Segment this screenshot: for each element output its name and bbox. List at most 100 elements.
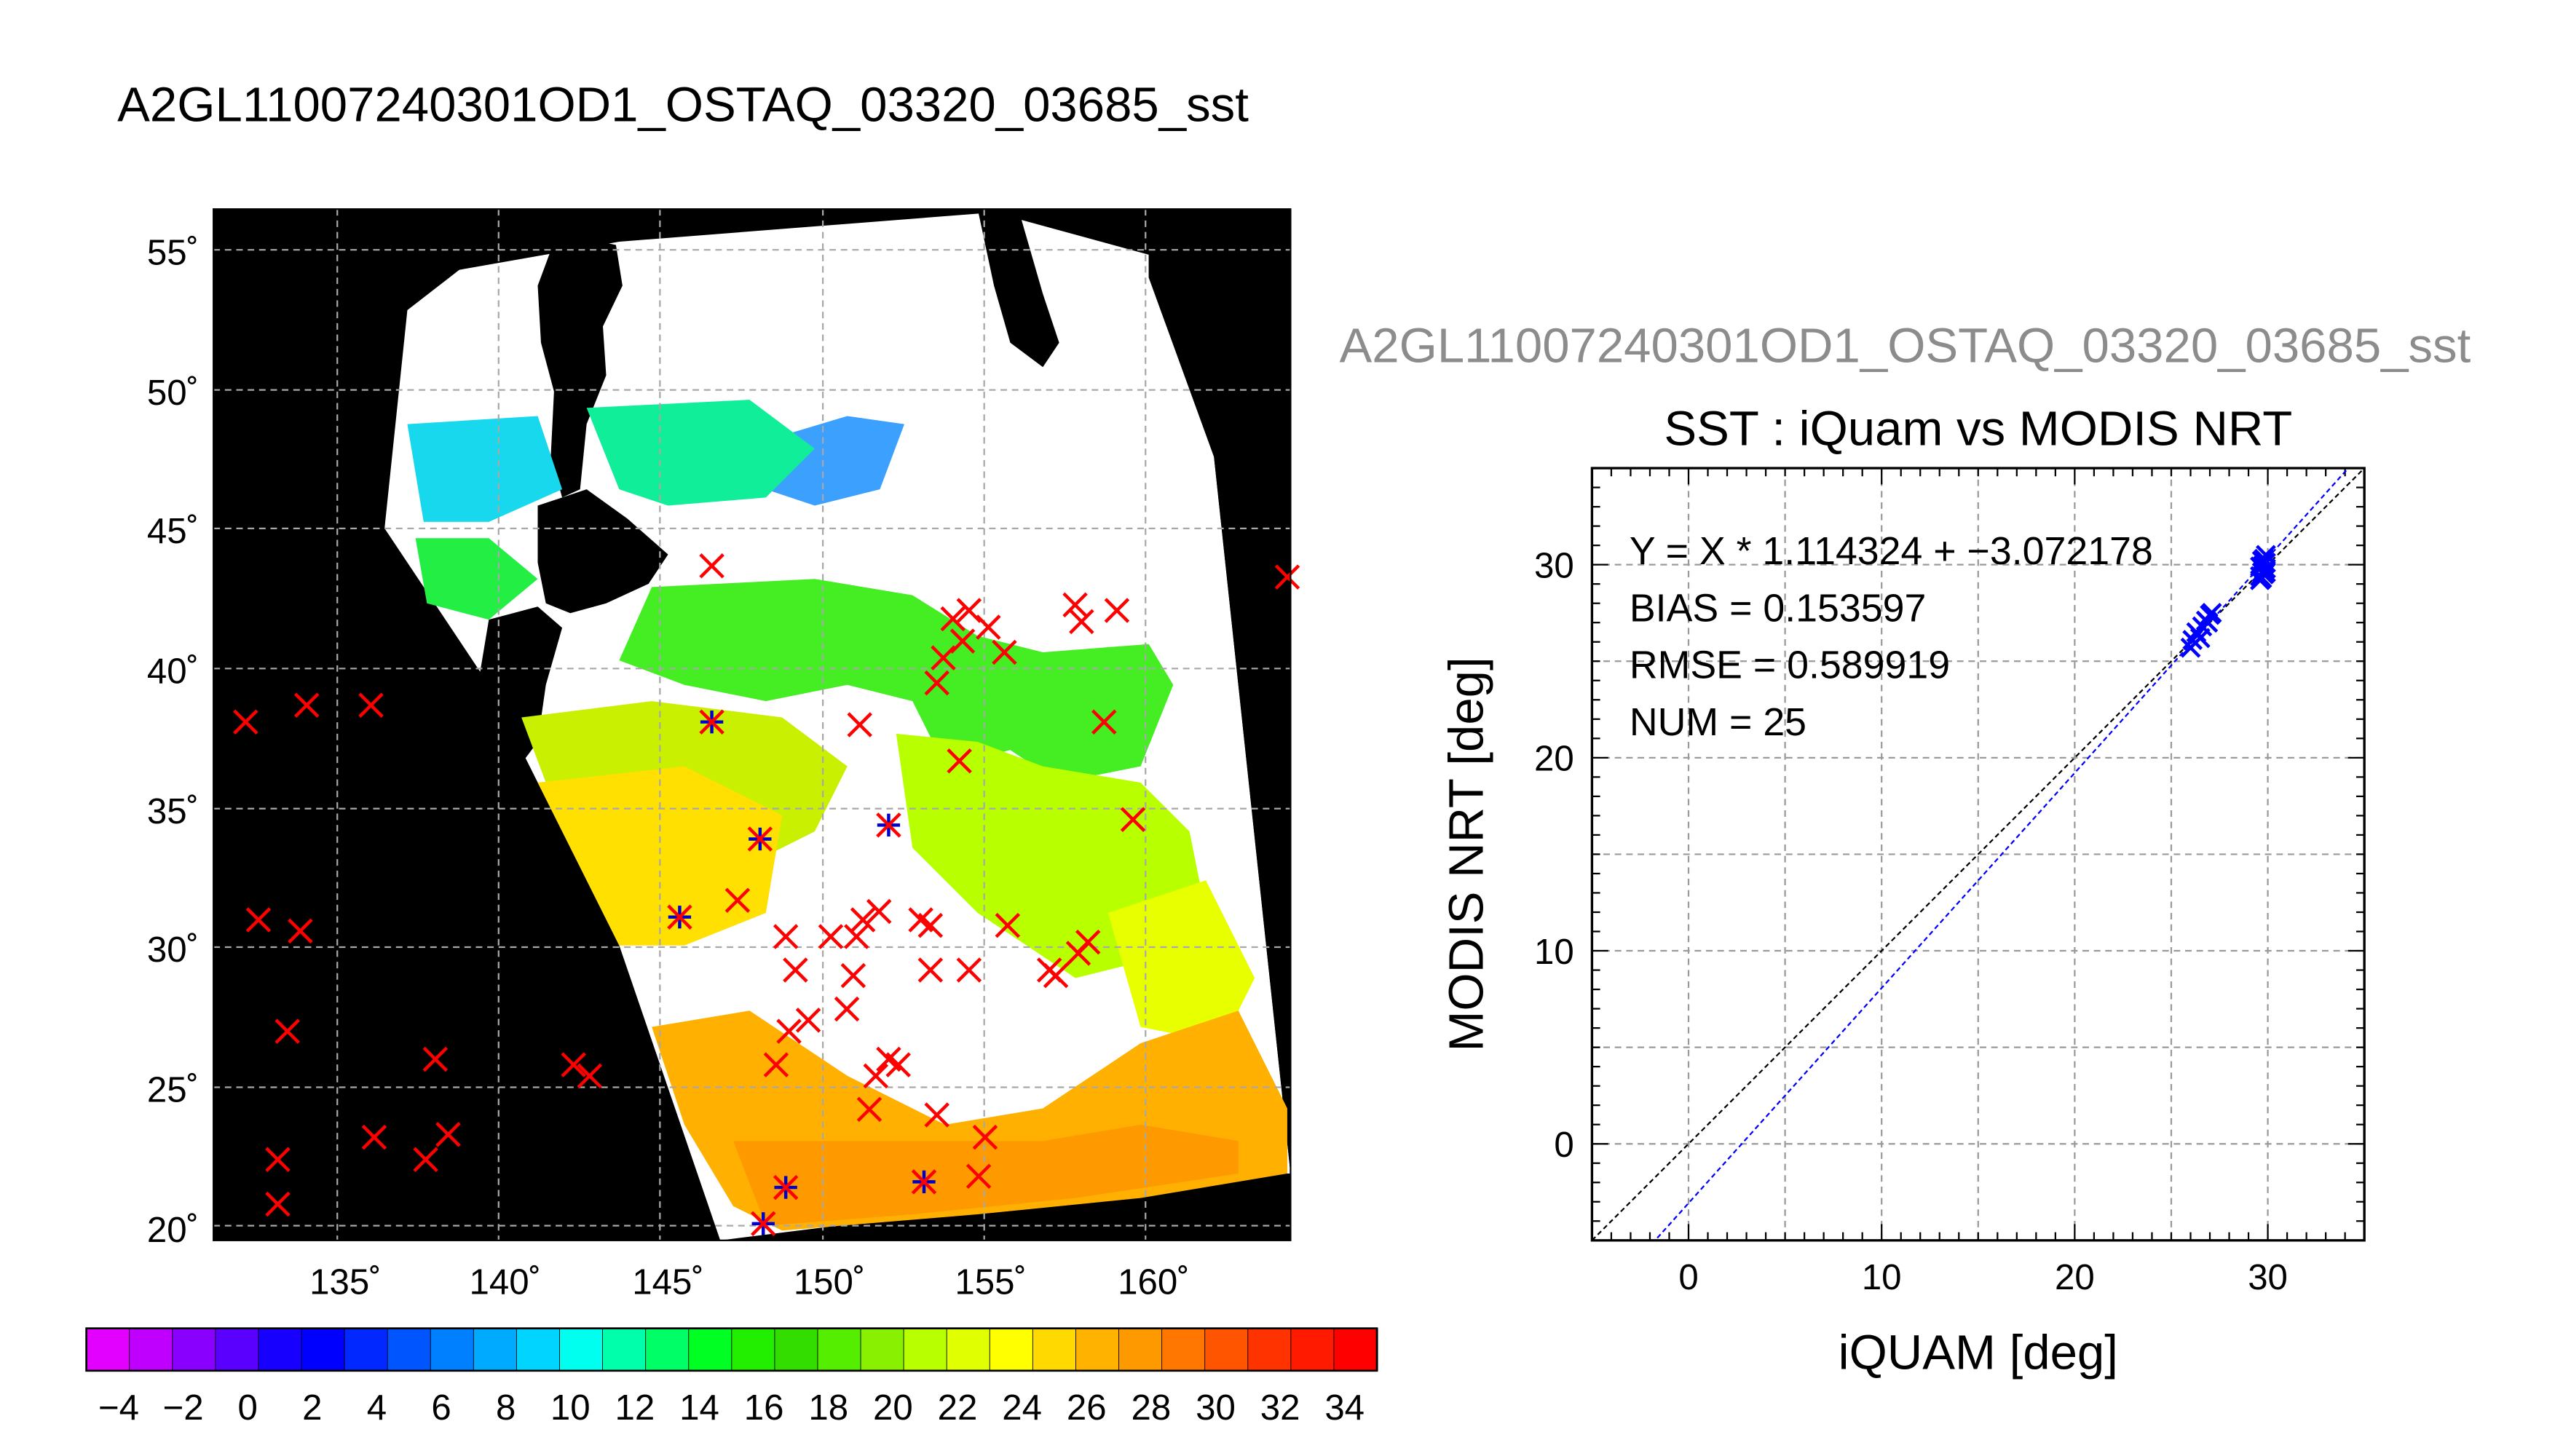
colorbar-cell bbox=[645, 1328, 690, 1372]
scatter-title: SST : iQuam vs MODIS NRT bbox=[1664, 402, 2292, 456]
x-axis-label: iQUAM [deg] bbox=[1839, 1326, 2118, 1380]
colorbar-cell bbox=[946, 1328, 991, 1372]
colorbar-tick-label: 34 bbox=[1324, 1388, 1365, 1428]
buoy-marker-red bbox=[435, 1122, 461, 1147]
map-lat-tick-labels: 20˚ 25˚ 30˚ 35˚ 40˚ 45˚ 50˚ 55˚ bbox=[147, 232, 199, 1250]
colorbar-cell bbox=[1161, 1328, 1207, 1372]
land-kamchatka bbox=[977, 209, 1059, 368]
colorbar-tick-label: −4 bbox=[98, 1388, 139, 1428]
land-right-black bbox=[1148, 209, 1291, 1174]
colorbar-cell bbox=[774, 1328, 819, 1372]
buoy-marker-red bbox=[293, 692, 320, 718]
lon-tick-label: 140˚ bbox=[469, 1262, 541, 1302]
buoy-marker-red bbox=[850, 907, 876, 933]
colorbar-cell bbox=[1032, 1328, 1078, 1372]
scatter-panel: Y = X * 1.114324 + −3.072178 BIAS = 0.15… bbox=[1439, 467, 2366, 1380]
colorbar-tick-label: 26 bbox=[1067, 1388, 1107, 1428]
y-tick-label: 10 bbox=[1534, 932, 1574, 972]
colorbar-tick-label: 20 bbox=[873, 1388, 913, 1428]
x-tick-label: 10 bbox=[1862, 1257, 1902, 1297]
buoy-marker-matched bbox=[876, 812, 901, 838]
sst-patch-yellow bbox=[537, 766, 783, 946]
colorbar-cell bbox=[387, 1328, 432, 1372]
lat-tick-label: 35˚ bbox=[147, 791, 199, 831]
buoy-marker-red bbox=[931, 645, 956, 670]
colorbar-cell bbox=[1204, 1328, 1249, 1372]
buoy-marker-red bbox=[844, 924, 869, 949]
stats-count: NUM = 25 bbox=[1630, 700, 1806, 744]
buoy-marker-red bbox=[840, 962, 866, 989]
colorbar-cell bbox=[1118, 1328, 1164, 1372]
colorbar-tick-label: 16 bbox=[744, 1388, 784, 1428]
colorbar-tick-label: 10 bbox=[550, 1388, 591, 1428]
buoy-marker-red bbox=[275, 1018, 300, 1044]
buoy-marker-red bbox=[1069, 609, 1094, 635]
lat-tick-label: 45˚ bbox=[147, 511, 199, 551]
map-grid bbox=[213, 209, 1291, 1241]
buoy-marker-red bbox=[818, 924, 844, 949]
buoy-marker-red bbox=[1062, 592, 1088, 618]
scatter-points bbox=[2180, 545, 2276, 658]
y-tick-label: 20 bbox=[1534, 739, 1574, 779]
colorbar-cell bbox=[1333, 1328, 1378, 1372]
colorbar: −4 −2 0 2 4 6 8 10 12 14 16 18 20 22 24 26 28 30 32 34 bbox=[85, 1327, 1378, 1428]
buoy-marker-red bbox=[1104, 598, 1130, 623]
colorbar-tick-label: 22 bbox=[938, 1388, 978, 1428]
buoy-marker-red bbox=[233, 709, 258, 735]
buoy-marker-matched bbox=[750, 1211, 776, 1237]
colorbar-cell bbox=[731, 1328, 776, 1372]
colorbar-tick-label: 32 bbox=[1260, 1388, 1300, 1428]
y-axis-label: MODIS NRT [deg] bbox=[1439, 657, 1493, 1051]
lat-tick-label: 50˚ bbox=[147, 373, 199, 413]
map-lon-tick-labels: 135˚ 140˚ 145˚ 150˚ 155˚ 160˚ bbox=[309, 1262, 1190, 1302]
colorbar-cell bbox=[602, 1328, 647, 1372]
sst-patch-green-north bbox=[415, 538, 538, 620]
colorbar-tick-label: 2 bbox=[302, 1388, 322, 1428]
colorbar-cell bbox=[301, 1328, 346, 1372]
land-left-black bbox=[213, 209, 721, 1241]
lon-tick-label: 135˚ bbox=[309, 1262, 382, 1302]
buoy-marker-matched bbox=[747, 826, 773, 852]
scatter-frame bbox=[1590, 467, 2366, 1242]
buoy-marker-red bbox=[1120, 807, 1146, 832]
lat-tick-label: 20˚ bbox=[147, 1210, 199, 1250]
buoy-marker-red bbox=[972, 1124, 998, 1150]
buoy-marker-red bbox=[577, 1063, 603, 1089]
buoy-marker-red bbox=[965, 1163, 992, 1190]
scatter-point bbox=[2201, 603, 2222, 623]
colorbar-tick-label: 30 bbox=[1196, 1388, 1236, 1428]
buoy-marker-matched bbox=[773, 1174, 799, 1200]
buoy-marker-red bbox=[265, 1147, 291, 1173]
buoy-marker-red bbox=[783, 957, 808, 983]
buoy-marker-red bbox=[917, 957, 944, 983]
buoy-marker-red bbox=[763, 1052, 789, 1077]
colorbar-cell bbox=[817, 1328, 862, 1372]
colorbar-cell bbox=[129, 1328, 174, 1372]
colorbar-cell bbox=[473, 1328, 518, 1372]
scatter-x-tick-labels: 0 10 20 30 bbox=[1678, 1257, 2288, 1297]
buoy-marker-red bbox=[992, 639, 1017, 665]
colorbar-tick-label: 14 bbox=[679, 1388, 719, 1428]
buoy-marker-red bbox=[358, 692, 384, 718]
buoy-marker-red bbox=[856, 1096, 882, 1123]
x-tick-label: 20 bbox=[2055, 1257, 2095, 1297]
buoy-marker-red bbox=[949, 628, 976, 654]
buoy-marker-red bbox=[773, 924, 799, 949]
scatter-point bbox=[2254, 553, 2275, 573]
stats-rmse: RMSE = 0.589919 bbox=[1630, 644, 1950, 687]
buoy-marker-red bbox=[1075, 929, 1101, 955]
map-buoy-markers bbox=[233, 553, 1300, 1237]
lon-tick-label: 160˚ bbox=[1118, 1262, 1190, 1302]
scatter-header-label: A2GL11007240301OD1_OSTAQ_03320_03685_sst bbox=[1340, 319, 2471, 373]
buoy-marker-red bbox=[288, 918, 313, 944]
buoy-marker-red bbox=[795, 1008, 821, 1033]
scatter-point bbox=[2189, 628, 2211, 649]
colorbar-tick-label: 4 bbox=[367, 1388, 387, 1428]
buoy-marker-red bbox=[885, 1052, 911, 1077]
buoy-marker-red bbox=[834, 996, 860, 1022]
colorbar-tick-label: 8 bbox=[496, 1388, 516, 1428]
colorbar-tick-label: 24 bbox=[1002, 1388, 1042, 1428]
buoy-marker-red bbox=[265, 1191, 291, 1217]
regression-line bbox=[1654, 468, 2350, 1241]
colorbar-cells bbox=[86, 1328, 1378, 1372]
